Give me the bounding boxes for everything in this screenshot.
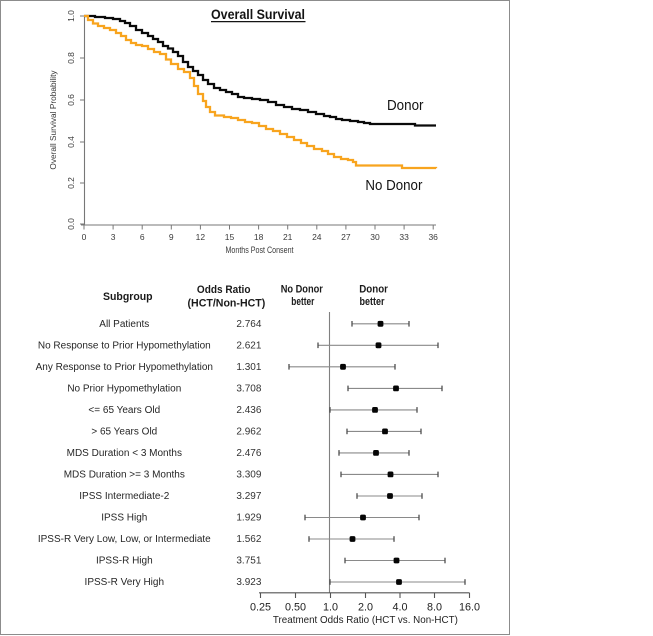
- svg-text:IPSS High: IPSS High: [101, 513, 147, 524]
- svg-text:IPSS Intermediate-2: IPSS Intermediate-2: [79, 491, 169, 502]
- svg-text:9: 9: [169, 232, 174, 242]
- svg-text:<= 65 Years Old: <= 65 Years Old: [88, 405, 160, 416]
- svg-text:4.0: 4.0: [392, 602, 407, 614]
- svg-text:8.0: 8.0: [427, 602, 442, 614]
- svg-text:Donor: Donor: [359, 284, 388, 296]
- svg-text:3.309: 3.309: [236, 470, 261, 481]
- svg-text:Any Response to Prior Hypometh: Any Response to Prior Hypomethylation: [36, 362, 213, 373]
- svg-text:better: better: [360, 296, 386, 308]
- svg-text:18: 18: [254, 232, 264, 242]
- svg-text:No Donor: No Donor: [365, 178, 422, 194]
- svg-text:Odds Ratio: Odds Ratio: [197, 284, 251, 296]
- svg-text:Overall Survival: Overall Survival: [211, 6, 305, 22]
- svg-text:2.621: 2.621: [236, 341, 261, 352]
- svg-text:3.708: 3.708: [236, 384, 261, 395]
- svg-text:24: 24: [312, 232, 322, 242]
- svg-text:6: 6: [140, 232, 145, 242]
- svg-text:No Prior Hypomethylation: No Prior Hypomethylation: [67, 384, 181, 395]
- svg-text:3: 3: [111, 232, 116, 242]
- svg-text:MDS Duration >= 3 Months: MDS Duration >= 3 Months: [64, 470, 185, 481]
- svg-text:2.962: 2.962: [236, 427, 261, 438]
- svg-text:0.25: 0.25: [250, 602, 271, 614]
- svg-text:15: 15: [225, 232, 235, 242]
- svg-text:1.0: 1.0: [66, 10, 76, 22]
- svg-text:33: 33: [399, 232, 409, 242]
- svg-text:0.50: 0.50: [285, 602, 306, 614]
- svg-text:1.929: 1.929: [236, 513, 261, 524]
- svg-text:Treatment Odds Ratio (HCT vs.: Treatment Odds Ratio (HCT vs. Non-HCT): [273, 615, 458, 626]
- svg-text:better: better: [291, 296, 315, 308]
- svg-text:21: 21: [283, 232, 293, 242]
- svg-text:2.436: 2.436: [236, 405, 261, 416]
- svg-text:30: 30: [370, 232, 380, 242]
- svg-text:0: 0: [82, 232, 87, 242]
- svg-text:0.6: 0.6: [66, 94, 76, 106]
- svg-text:3.751: 3.751: [236, 556, 261, 567]
- svg-text:IPSS-R Very Low, Low, or Inter: IPSS-R Very Low, Low, or Intermediate: [38, 534, 211, 545]
- svg-text:IPSS-R Very High: IPSS-R Very High: [85, 577, 164, 588]
- svg-text:(HCT/Non-HCT): (HCT/Non-HCT): [188, 297, 266, 309]
- svg-text:Months Post Consent: Months Post Consent: [226, 245, 294, 255]
- svg-text:0.4: 0.4: [66, 136, 76, 148]
- svg-text:MDS Duration < 3 Months: MDS Duration < 3 Months: [67, 448, 182, 459]
- svg-text:27: 27: [341, 232, 351, 242]
- svg-text:Overall Survival Probability: Overall Survival Probability: [48, 70, 58, 170]
- svg-text:Subgroup: Subgroup: [103, 291, 153, 303]
- svg-text:No Donor: No Donor: [281, 284, 324, 296]
- svg-text:1.562: 1.562: [236, 534, 261, 545]
- svg-text:IPSS-R High: IPSS-R High: [96, 556, 153, 567]
- svg-text:2.0: 2.0: [358, 602, 373, 614]
- svg-text:All Patients: All Patients: [99, 319, 149, 330]
- svg-text:No Response to Prior Hypomethy: No Response to Prior Hypomethylation: [38, 341, 211, 352]
- svg-text:1.0: 1.0: [323, 602, 338, 614]
- svg-text:0.0: 0.0: [66, 218, 76, 230]
- svg-text:3.297: 3.297: [236, 491, 261, 502]
- svg-text:0.8: 0.8: [66, 52, 76, 64]
- svg-text:36: 36: [428, 232, 438, 242]
- svg-text:3.923: 3.923: [236, 577, 261, 588]
- svg-text:16.0: 16.0: [459, 602, 480, 614]
- svg-text:Donor: Donor: [387, 98, 424, 114]
- svg-text:1.301: 1.301: [236, 362, 261, 373]
- svg-text:2.764: 2.764: [236, 319, 261, 330]
- svg-text:12: 12: [196, 232, 206, 242]
- svg-text:> 65 Years Old: > 65 Years Old: [91, 427, 157, 438]
- svg-text:0.2: 0.2: [66, 177, 76, 189]
- svg-text:2.476: 2.476: [236, 448, 261, 459]
